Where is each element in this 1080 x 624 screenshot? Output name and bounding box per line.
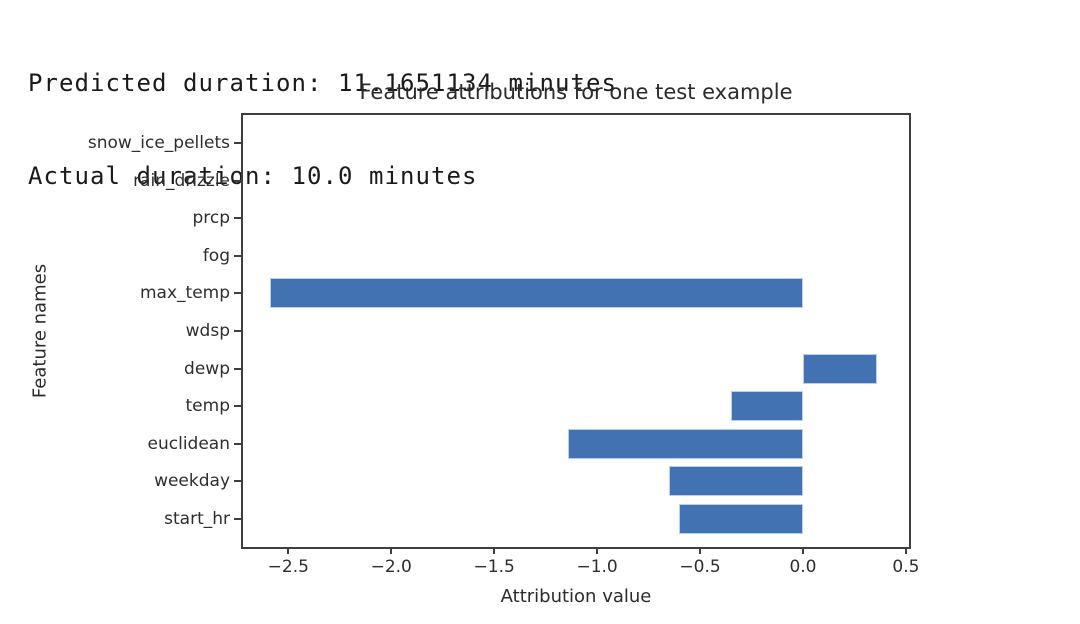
bar-start_hr (679, 503, 803, 534)
xtick-mark--1 (596, 547, 599, 554)
ytick-label-temp: temp (185, 396, 230, 417)
predicted-duration-line: Predicted duration: 11.1651134 minutes (28, 69, 617, 97)
ytick-label-rain_drizzle: rain_drizzle (133, 170, 230, 191)
ytick-label-snow_ice_pellets: snow_ice_pellets (87, 133, 230, 153)
xtick-mark--0.5 (699, 547, 702, 554)
xtick-label--1.5: −1.5 (473, 557, 515, 577)
xtick-label--0.5: −0.5 (679, 557, 721, 577)
ytick-label-start_hr: start_hr (164, 508, 230, 529)
xtick-mark--2.5 (287, 547, 290, 554)
ytick-mark-start_hr (234, 517, 241, 520)
stdout-text: Predicted duration: 11.1651134 minutes A… (28, 6, 617, 223)
xtick-mark--2 (390, 547, 393, 554)
chart-title: Feature attributions for one test exampl… (359, 80, 793, 104)
bar-euclidean (568, 428, 803, 459)
ytick-mark-weekday (234, 480, 241, 483)
ytick-label-fog: fog (202, 245, 230, 266)
ytick-mark-fog (234, 254, 241, 257)
bar-temp (730, 391, 803, 422)
xtick-mark-0 (801, 547, 804, 554)
ytick-mark-temp (234, 405, 241, 408)
xtick-label--2.5: −2.5 (267, 557, 309, 577)
bar-dewp (802, 353, 878, 384)
ytick-mark-prcp (234, 217, 241, 220)
xtick-label--2: −2.0 (370, 557, 412, 577)
ytick-label-prcp: prcp (192, 208, 230, 229)
actual-duration-line: Actual duration: 10.0 minutes (28, 162, 478, 190)
xtick-label--1: −1.0 (576, 557, 618, 577)
x-axis-label: Attribution value (500, 586, 652, 607)
ytick-mark-max_temp (234, 292, 241, 295)
ytick-label-weekday: weekday (154, 471, 230, 492)
ytick-label-max_temp: max_temp (139, 283, 230, 304)
ytick-label-euclidean: euclidean (147, 433, 230, 454)
xtick-label-0.5: 0.5 (892, 557, 920, 577)
ytick-mark-snow_ice_pellets (234, 142, 241, 144)
ytick-mark-dewp (234, 367, 241, 370)
bar-weekday (669, 466, 803, 497)
ytick-label-dewp: dewp (184, 358, 230, 379)
xtick-mark-0.5 (904, 547, 907, 554)
ytick-mark-rain_drizzle (234, 179, 241, 182)
ytick-mark-wdsp (234, 330, 241, 332)
xtick-mark--1.5 (493, 547, 496, 554)
ytick-label-wdsp: wdsp (185, 321, 230, 341)
xtick-label-0: 0.0 (789, 557, 817, 577)
ytick-mark-euclidean (234, 442, 241, 445)
bar-max_temp (269, 278, 803, 309)
